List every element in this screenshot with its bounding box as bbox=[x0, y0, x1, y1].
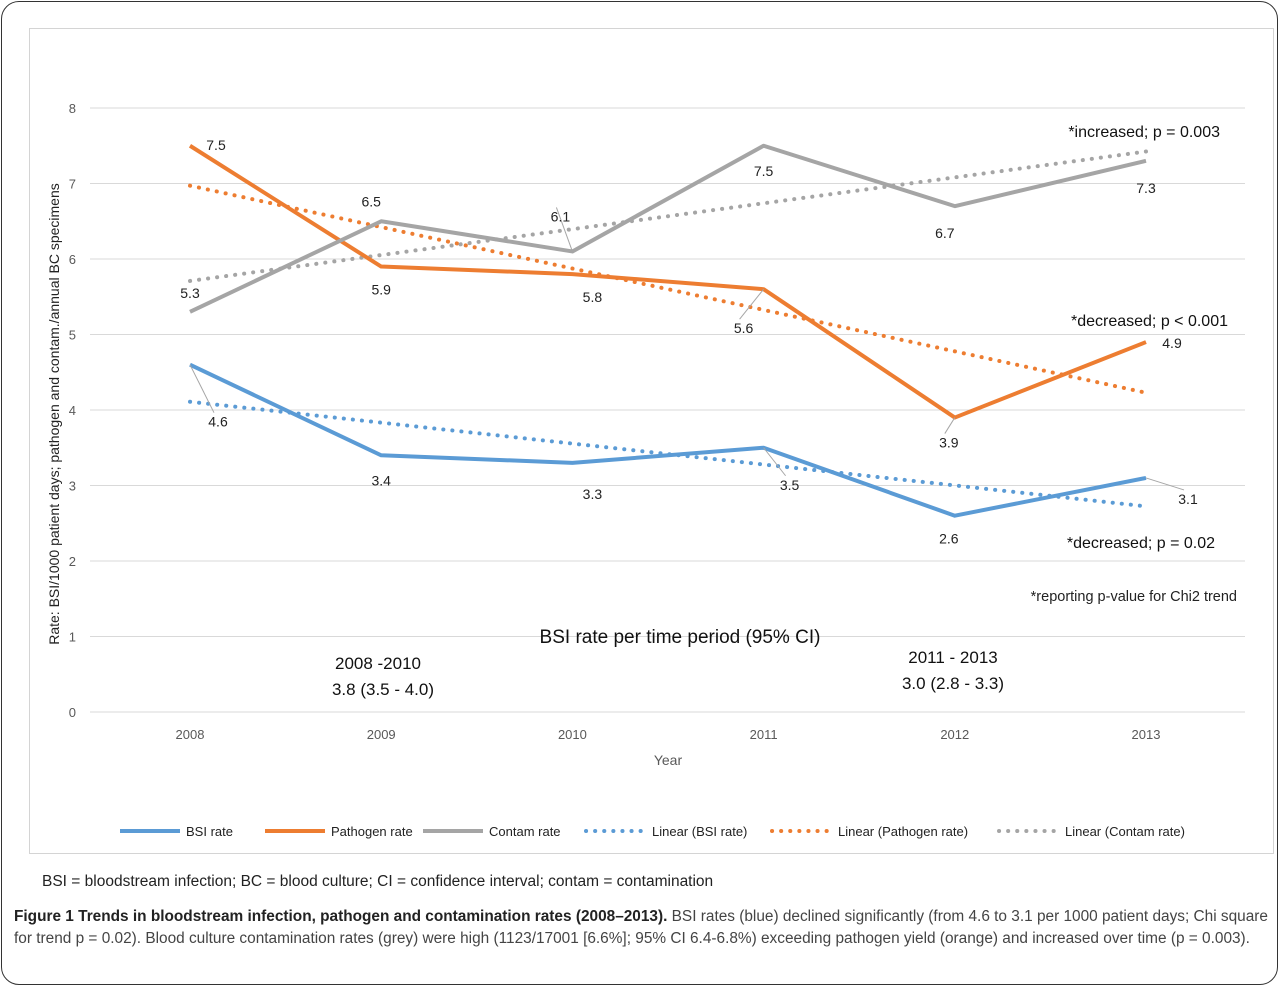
data-label: 5.6 bbox=[734, 320, 754, 336]
data-label: 5.8 bbox=[583, 289, 603, 305]
abbreviations-note: BSI = bloodstream infection; BC = blood … bbox=[42, 873, 714, 890]
legend-label: BSI rate bbox=[186, 824, 233, 839]
period1-value: 3.8 (3.5 - 4.0) bbox=[332, 680, 434, 699]
series-line-contam-rate bbox=[189, 143, 1147, 314]
data-label: 3.5 bbox=[780, 477, 800, 493]
chart-frame: 0 1 2 3 4 5 6 7 8 2008 2009 2010 2011 2012 2013 Year Rat… bbox=[29, 28, 1274, 854]
leader-line bbox=[189, 364, 215, 413]
x-tick-label: 2011 bbox=[750, 727, 778, 742]
leader-line bbox=[763, 447, 786, 477]
annotation-pathogen-trend: *decreased; p < 0.001 bbox=[1071, 313, 1228, 330]
x-tick-label: 2013 bbox=[1132, 727, 1161, 742]
trend-line-linear-pathogen-rate bbox=[188, 183, 1148, 395]
period-title: BSI rate per time period (95% CI) bbox=[540, 627, 821, 648]
y-axis-title: Rate: BSI/1000 patient days; pathogen an… bbox=[46, 183, 62, 645]
period1-label: 2008 -2010 bbox=[335, 654, 421, 673]
data-label: 7.5 bbox=[754, 163, 774, 179]
footnote: *reporting p-value for Chi2 trend bbox=[1031, 589, 1237, 605]
y-tick-label: 7 bbox=[69, 177, 76, 192]
x-tick-label: 2010 bbox=[558, 727, 587, 742]
leader-line bbox=[739, 288, 764, 320]
data-label: 3.1 bbox=[1178, 491, 1198, 507]
data-label: 7.3 bbox=[1136, 180, 1156, 196]
data-label: 2.6 bbox=[939, 531, 959, 547]
annotation-contam-trend: *increased; p = 0.003 bbox=[1068, 124, 1220, 141]
data-label: 4.9 bbox=[1162, 335, 1182, 351]
legend-label: Pathogen rate bbox=[331, 824, 413, 839]
data-label: 3.9 bbox=[939, 435, 959, 451]
x-tick-label: 2009 bbox=[367, 727, 396, 742]
leader-line bbox=[1145, 477, 1185, 491]
series-line-bsi-rate bbox=[189, 362, 1147, 518]
data-label: 6.7 bbox=[935, 225, 955, 241]
y-tick-label: 3 bbox=[69, 479, 76, 494]
leader-line bbox=[555, 207, 573, 252]
legend-label: Contam rate bbox=[489, 824, 561, 839]
y-tick-label: 6 bbox=[69, 252, 76, 267]
data-label: 5.9 bbox=[371, 282, 391, 298]
x-axis-title: Year bbox=[654, 752, 683, 768]
data-label: 6.1 bbox=[551, 208, 571, 224]
caption-title: Figure 1 Trends in bloodstream infection… bbox=[14, 908, 668, 925]
data-label: 5.3 bbox=[180, 285, 200, 301]
figure-caption: Figure 1 Trends in bloodstream infection… bbox=[14, 906, 1269, 950]
y-tick-label: 1 bbox=[69, 630, 76, 645]
trend-line-linear-contam-rate bbox=[188, 149, 1148, 283]
data-label: 3.3 bbox=[583, 486, 603, 502]
data-label: 4.6 bbox=[208, 414, 228, 430]
caption-body: BSI rates (blue) declined significantly … bbox=[14, 908, 1268, 947]
legend-label: Linear (Pathogen rate) bbox=[838, 824, 968, 839]
period2-label: 2011 - 2013 bbox=[908, 648, 997, 667]
x-tick-label: 2012 bbox=[940, 727, 969, 742]
data-label: 7.5 bbox=[206, 137, 226, 153]
period2-value: 3.0 (2.8 - 3.3) bbox=[902, 674, 1004, 693]
y-tick-label: 2 bbox=[69, 554, 76, 569]
y-tick-label: 4 bbox=[69, 403, 76, 418]
annotation-bsi-trend: *decreased; p = 0.02 bbox=[1067, 535, 1215, 552]
data-label: 3.4 bbox=[371, 472, 391, 488]
leader-line bbox=[944, 417, 956, 434]
line-chart: 0 1 2 3 4 5 6 7 8 2008 2009 2010 2011 2012 2013 Year Rat… bbox=[46, 101, 1245, 839]
legend-label: Linear (Contam rate) bbox=[1065, 824, 1185, 839]
data-label: 6.5 bbox=[361, 193, 381, 209]
x-tick-label: 2008 bbox=[176, 727, 205, 742]
series-line-pathogen-rate bbox=[188, 144, 1147, 420]
y-tick-label: 5 bbox=[69, 328, 76, 343]
legend-label: Linear (BSI rate) bbox=[652, 824, 747, 839]
y-tick-label: 8 bbox=[69, 101, 76, 116]
y-tick-label: 0 bbox=[69, 705, 76, 720]
